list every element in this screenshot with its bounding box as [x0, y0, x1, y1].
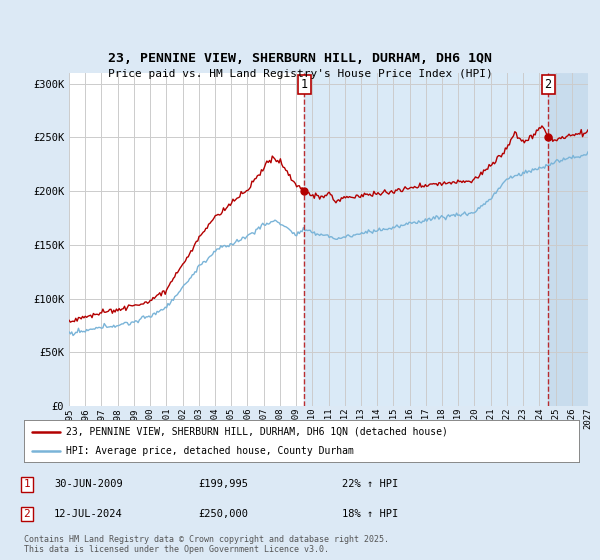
Text: 23, PENNINE VIEW, SHERBURN HILL, DURHAM, DH6 1QN: 23, PENNINE VIEW, SHERBURN HILL, DURHAM,…	[108, 52, 492, 66]
Text: Price paid vs. HM Land Registry's House Price Index (HPI): Price paid vs. HM Land Registry's House …	[107, 69, 493, 79]
Text: 23, PENNINE VIEW, SHERBURN HILL, DURHAM, DH6 1QN (detached house): 23, PENNINE VIEW, SHERBURN HILL, DURHAM,…	[65, 427, 448, 437]
Text: 22% ↑ HPI: 22% ↑ HPI	[342, 479, 398, 489]
Text: HPI: Average price, detached house, County Durham: HPI: Average price, detached house, Coun…	[65, 446, 353, 456]
Text: 30-JUN-2009: 30-JUN-2009	[54, 479, 123, 489]
Text: £250,000: £250,000	[198, 509, 248, 519]
Text: 2: 2	[23, 509, 31, 519]
Text: 12-JUL-2024: 12-JUL-2024	[54, 509, 123, 519]
Bar	[548, 73, 588, 406]
Text: Contains HM Land Registry data © Crown copyright and database right 2025.
This d: Contains HM Land Registry data © Crown c…	[24, 535, 389, 554]
Text: 18% ↑ HPI: 18% ↑ HPI	[342, 509, 398, 519]
Bar	[304, 73, 588, 406]
Text: 1: 1	[301, 78, 308, 91]
Text: 1: 1	[23, 479, 31, 489]
Text: 2: 2	[545, 78, 551, 91]
Text: £199,995: £199,995	[198, 479, 248, 489]
